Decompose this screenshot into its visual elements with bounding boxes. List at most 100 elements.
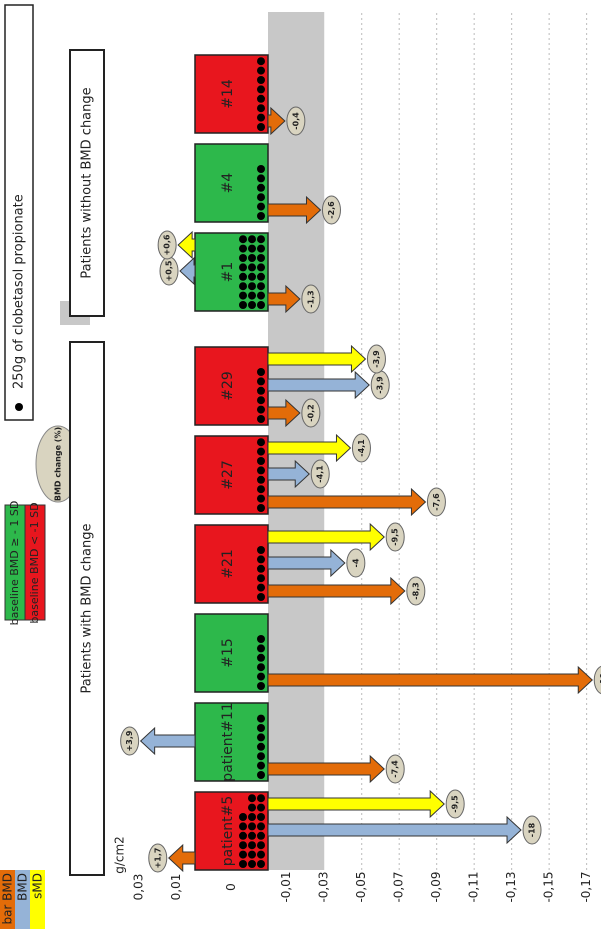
arrow bbox=[177, 230, 196, 260]
change-label-shape bbox=[445, 789, 465, 819]
dose-dot bbox=[257, 183, 265, 192]
dose-dot bbox=[257, 104, 265, 113]
dose-dot bbox=[248, 282, 256, 291]
dose-dot bbox=[257, 485, 265, 494]
change-label-shape bbox=[321, 195, 341, 225]
arrow bbox=[267, 195, 322, 225]
dose-dot bbox=[248, 301, 256, 309]
dose-dot bbox=[257, 672, 265, 681]
dose-dot bbox=[239, 860, 247, 868]
dose-dot bbox=[257, 212, 265, 220]
change-label: -3,9 bbox=[372, 350, 381, 368]
patient-label: #21 bbox=[220, 549, 236, 579]
y-tick-label: 0,01 bbox=[169, 874, 183, 901]
dose-dot bbox=[257, 546, 265, 554]
dose-dot bbox=[239, 282, 247, 291]
dose-dot bbox=[257, 635, 265, 643]
dose-dot bbox=[248, 254, 256, 262]
legend-label: bar BMD bbox=[1, 873, 15, 925]
dose-dot bbox=[257, 813, 265, 821]
dose-dot bbox=[257, 822, 265, 831]
change-label-shape bbox=[351, 433, 371, 463]
dose-dot bbox=[248, 813, 256, 821]
dose-dot bbox=[257, 123, 265, 131]
arrow bbox=[267, 284, 301, 314]
dose-dot bbox=[257, 202, 265, 211]
dose-dot bbox=[257, 831, 265, 840]
y-tick-label: -0,01 bbox=[279, 871, 293, 902]
legend-swatch bbox=[0, 870, 15, 929]
dose-dot bbox=[257, 368, 265, 376]
change-label: -7,6 bbox=[432, 493, 441, 511]
change-label: -4,1 bbox=[357, 439, 366, 457]
change-label: +3,9 bbox=[125, 730, 134, 751]
dose-dot bbox=[248, 850, 256, 859]
dose-dot bbox=[257, 663, 265, 672]
arrow bbox=[267, 815, 522, 845]
dose-dot bbox=[257, 254, 265, 262]
dose-dot bbox=[257, 291, 265, 300]
change-legend: BMD change (%) bbox=[54, 427, 63, 501]
dose-dot bbox=[257, 555, 265, 564]
dose-dot bbox=[257, 742, 265, 751]
dose-dot bbox=[257, 771, 265, 779]
dose-dot bbox=[257, 438, 265, 447]
arrow bbox=[267, 398, 301, 428]
arrow bbox=[267, 344, 367, 374]
dose-dot bbox=[239, 291, 247, 300]
dose-dot bbox=[257, 85, 265, 94]
patient-label: #14 bbox=[220, 79, 236, 109]
dose-dot bbox=[257, 574, 265, 583]
change-label-shape bbox=[406, 576, 426, 606]
change-label-shape bbox=[310, 459, 330, 489]
dose-dot bbox=[257, 301, 265, 309]
patient-box bbox=[194, 143, 269, 223]
dose-dot bbox=[239, 254, 247, 262]
change-label: -9,5 bbox=[451, 795, 460, 813]
change-label-shape bbox=[286, 106, 306, 136]
legend-label: sMD bbox=[31, 873, 45, 899]
change-label-shape bbox=[301, 398, 321, 428]
change-label: -4 bbox=[351, 558, 360, 567]
arrow bbox=[267, 370, 370, 400]
change-label: +1,7 bbox=[153, 848, 162, 869]
baseline-label: baseline BMD < -1 SD bbox=[28, 502, 41, 623]
dose-dot bbox=[257, 396, 265, 405]
patient-box bbox=[194, 54, 269, 134]
change-label-shape bbox=[426, 487, 446, 517]
dose-dot bbox=[257, 841, 265, 850]
change-label-shape bbox=[157, 230, 177, 260]
dose-dot bbox=[239, 850, 247, 859]
dose-dot bbox=[248, 794, 256, 803]
arrow bbox=[267, 548, 346, 578]
change-label: -7,4 bbox=[391, 760, 400, 778]
change-label-shape bbox=[366, 344, 386, 374]
dose-dot bbox=[257, 113, 265, 122]
dose-dot bbox=[257, 583, 265, 592]
change-label: -19 bbox=[599, 672, 601, 687]
group-label: Patients with BMD change bbox=[80, 523, 95, 693]
dose-dot bbox=[257, 377, 265, 386]
change-label: -4,1 bbox=[316, 465, 325, 483]
dose-dot bbox=[257, 235, 265, 244]
dose-dot bbox=[257, 714, 265, 723]
arrow bbox=[267, 433, 352, 463]
dose-dot bbox=[257, 193, 265, 202]
dose-dot bbox=[257, 466, 265, 475]
change-label: +0,6 bbox=[163, 234, 172, 255]
change-label: -0,2 bbox=[306, 404, 315, 422]
change-label-shape bbox=[120, 726, 140, 756]
dose-dot bbox=[248, 822, 256, 831]
y-unit: g/cm2 bbox=[113, 836, 127, 874]
dose-dot bbox=[257, 165, 265, 173]
dose-dot bbox=[257, 644, 265, 653]
dose-dot bbox=[257, 272, 265, 281]
dose-dot bbox=[257, 415, 265, 423]
dose-legend: 250g of clobetasol propionate bbox=[12, 194, 27, 389]
arrow bbox=[267, 459, 310, 489]
dose-dot bbox=[257, 475, 265, 484]
dose-dot bbox=[239, 244, 247, 253]
chart-body: g/cm2 0,03 0,01 0 -0,01 -0,03 -0,05 -0,07 -0,09… bbox=[0, 4, 601, 929]
dose-dot bbox=[248, 841, 256, 850]
legend-swatch bbox=[15, 870, 30, 929]
